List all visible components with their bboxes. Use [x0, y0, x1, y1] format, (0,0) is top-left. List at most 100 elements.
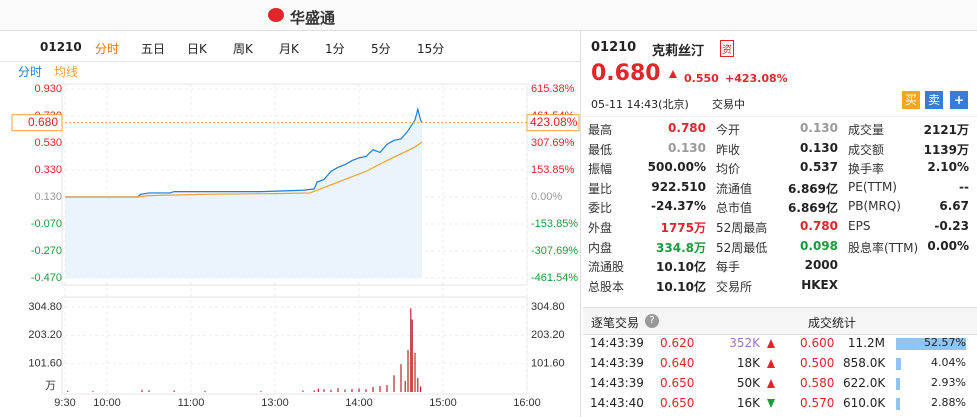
trade-time: 14:43:39 [590, 336, 644, 350]
dist-price: 0.580 [800, 376, 835, 390]
period-tab[interactable]: 五日 [141, 42, 166, 56]
trade-arrow [767, 399, 775, 408]
trade-arrow [767, 339, 775, 348]
stat-value: 0.537 [800, 160, 838, 175]
divider [583, 116, 977, 117]
volume-tick-label: 101.60 [531, 358, 565, 370]
dist-volume: 610.0K [843, 396, 886, 410]
stat-label: 最低 [588, 142, 613, 157]
stat-value: 6.67 [939, 199, 969, 214]
period-tab[interactable]: 周K [233, 42, 253, 56]
period-tab[interactable]: 分时 [95, 42, 120, 56]
stat-value: 2000 [804, 258, 838, 273]
stat-value: 2121万 [923, 123, 969, 137]
legend-item: 分时 [18, 65, 42, 79]
volume-bar [414, 352, 416, 392]
stat-value: 0.098 [800, 238, 838, 253]
stat-label: 量比 [588, 181, 613, 196]
stat-label: 股息率(TTM) [848, 240, 919, 255]
volume-bar [372, 386, 374, 392]
y2-tick-label: -307.69% [531, 245, 578, 257]
volume-unit: 万 [45, 380, 56, 392]
stat-label: 交易所 [716, 279, 753, 294]
dist-pct: 52.57% [924, 336, 966, 349]
section-title: 逐笔交易 [591, 316, 640, 330]
help-icon[interactable]: ? [645, 314, 659, 328]
dist-pct: 2.93% [931, 376, 966, 389]
stat-label: EPS [848, 219, 871, 233]
buy-button[interactable]: 买 [902, 91, 920, 109]
period-tab[interactable]: 日K [187, 42, 207, 56]
volume-bar [358, 388, 360, 392]
y2-tick-label: -153.85% [531, 218, 578, 230]
volume-tick-label: 304.80 [531, 301, 565, 313]
dist-price: 0.600 [800, 336, 835, 350]
trade-volume: 352K [729, 336, 760, 350]
trade-price: 0.620 [660, 336, 695, 350]
y2-tick-label: 153.85% [531, 164, 575, 176]
volume-bar [379, 385, 381, 392]
volume-bar [411, 319, 413, 392]
logo: 华盛通 [290, 9, 336, 27]
volume-bar [302, 390, 304, 392]
y-tick-label: -0.270 [31, 245, 62, 257]
quote-time: 05-11 14:43(北京) [591, 98, 689, 111]
dist-bar [896, 398, 900, 410]
y-tick-label: 0.330 [34, 164, 62, 176]
quote-badge: 资 [720, 40, 734, 57]
add-button[interactable]: + [950, 91, 968, 109]
stat-value: -0.23 [934, 219, 969, 233]
stat-value: 922.510 [651, 179, 706, 194]
stat-label: 最高 [588, 123, 613, 137]
quote-name: 克莉丝汀 [652, 44, 705, 59]
volume-bar [204, 390, 206, 392]
volume-bar [92, 391, 94, 392]
volume-bar [323, 389, 325, 392]
stat-value: 6.869亿 [788, 181, 838, 196]
stat-value: 6.869亿 [788, 201, 838, 216]
dist-bar [896, 358, 902, 370]
period-tab[interactable]: 15分 [417, 42, 445, 56]
stat-label: 均价 [716, 162, 741, 177]
sell-button[interactable]: 卖 [925, 91, 943, 109]
volume-bar [351, 388, 353, 392]
stat-label: 内盘 [588, 240, 613, 255]
quote-code: 01210 [591, 40, 637, 55]
series-line [65, 106, 423, 198]
current-price-box [11, 114, 63, 132]
stat-value: 1775万 [660, 221, 706, 235]
stat-value: 0.130 [668, 140, 706, 155]
stat-value: 0.780 [668, 121, 706, 135]
volume-bar [400, 364, 402, 392]
volume-tick-label: 203.20 [531, 329, 565, 341]
volume-bar [417, 378, 419, 392]
stat-label: 昨收 [716, 142, 741, 157]
trade-volume: 18K [736, 356, 760, 370]
period-tab[interactable]: 5分 [371, 42, 391, 56]
stat-label: 成交量 [848, 123, 885, 137]
stat-label: 今开 [716, 123, 741, 137]
stat-label: 外盘 [588, 221, 613, 235]
chart: 分时均线0.9300.7300.5300.3300.130-0.070-0.27… [11, 65, 580, 409]
stock-code: 01210 [40, 40, 82, 54]
y2-tick-label: 615.38% [531, 83, 575, 95]
logo-icon [268, 8, 284, 22]
y-tick-label: -0.470 [31, 272, 62, 284]
volume-frame [61, 296, 528, 395]
dist-price: 0.570 [800, 396, 835, 410]
trade-price: 0.650 [660, 376, 695, 390]
stat-value: 0.00% [927, 238, 969, 253]
x-tick-label: 11:00 [178, 397, 205, 409]
volume-bar [317, 388, 319, 392]
stat-value: HKEX [801, 277, 838, 292]
current-pct-label: 423.08% [530, 115, 578, 129]
period-tab[interactable]: 月K [279, 42, 299, 56]
volume-bar [420, 386, 422, 392]
period-tab[interactable]: 1分 [325, 42, 345, 56]
trade-time: 14:43:39 [590, 356, 644, 370]
dist-bar [896, 338, 966, 350]
volume-bar [404, 380, 406, 392]
x-tick-label: 13:00 [261, 397, 289, 409]
x-tick-label: 15:00 [429, 397, 457, 409]
stat-value: -- [959, 179, 969, 194]
